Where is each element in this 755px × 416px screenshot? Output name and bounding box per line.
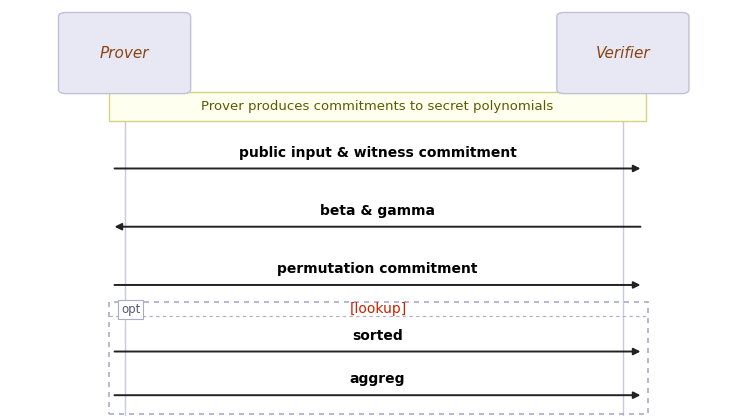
FancyBboxPatch shape (557, 12, 689, 94)
Text: Prover: Prover (100, 45, 149, 61)
Text: beta & gamma: beta & gamma (320, 204, 435, 218)
Text: [lookup]: [lookup] (350, 302, 407, 316)
FancyBboxPatch shape (109, 92, 646, 121)
Text: aggreg: aggreg (350, 372, 405, 386)
Text: Verifier: Verifier (596, 45, 650, 61)
Text: opt: opt (121, 302, 140, 316)
Text: permutation commitment: permutation commitment (277, 262, 478, 276)
Text: public input & witness commitment: public input & witness commitment (239, 146, 516, 160)
Text: sorted: sorted (352, 329, 403, 343)
Text: Prover produces commitments to secret polynomials: Prover produces commitments to secret po… (202, 99, 553, 113)
FancyBboxPatch shape (59, 12, 190, 94)
Bar (109, 302, 648, 414)
